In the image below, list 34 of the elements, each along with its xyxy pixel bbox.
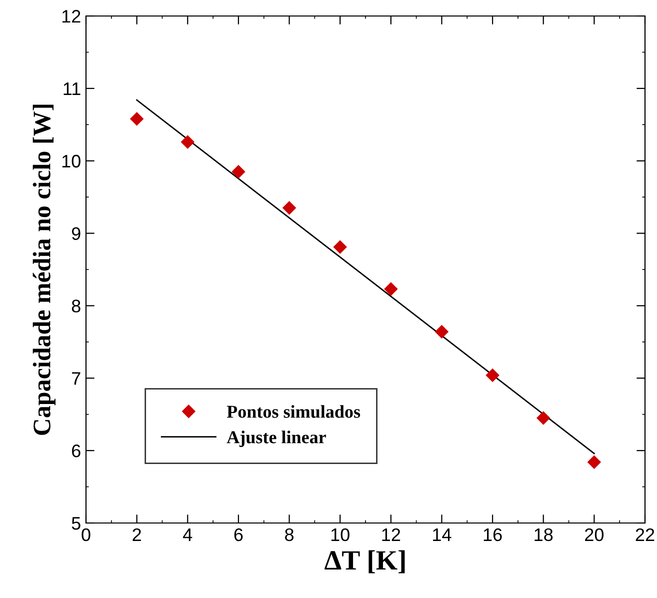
x-tick-label: 4 bbox=[183, 528, 192, 541]
y-tick-label: 8 bbox=[72, 300, 80, 312]
legend-label: Ajuste linear bbox=[226, 430, 326, 448]
x-tick-label: 6 bbox=[234, 528, 243, 542]
y-axis-title: Capacidade média no ciclo [W] bbox=[32, 104, 56, 435]
x-tick-label: 12 bbox=[382, 528, 400, 541]
legend-label: Pontos simulados bbox=[226, 405, 360, 418]
y-tick-label: 9 bbox=[72, 227, 80, 240]
point bbox=[435, 325, 448, 338]
x-tick-label: 0 bbox=[82, 528, 90, 542]
point bbox=[536, 411, 550, 425]
x-axis-title: ΔT [K] bbox=[324, 550, 405, 574]
point bbox=[486, 368, 500, 382]
point bbox=[282, 201, 296, 215]
y-tick-label: 12 bbox=[62, 10, 80, 23]
x-tick-label: 16 bbox=[484, 528, 502, 542]
x-tick-label: 20 bbox=[585, 528, 604, 542]
point bbox=[588, 456, 601, 469]
y-tick-label: 11 bbox=[64, 82, 80, 95]
x-tick-label: 2 bbox=[132, 528, 141, 541]
x-tick-label: 8 bbox=[285, 528, 294, 542]
x-tick-label: 14 bbox=[433, 528, 452, 541]
x-tick-label: 18 bbox=[534, 528, 553, 542]
point bbox=[334, 240, 347, 254]
point bbox=[384, 282, 398, 296]
x-tick-label: 22 bbox=[636, 528, 654, 541]
y-tick-label: 6 bbox=[72, 444, 80, 458]
point bbox=[181, 135, 194, 149]
point bbox=[130, 112, 144, 126]
y-tick-label: 5 bbox=[72, 517, 80, 530]
y-tick-label: 10 bbox=[62, 154, 80, 168]
point bbox=[232, 165, 246, 178]
x-tick-label: 10 bbox=[331, 528, 350, 542]
y-tick-label: 7 bbox=[72, 372, 80, 385]
